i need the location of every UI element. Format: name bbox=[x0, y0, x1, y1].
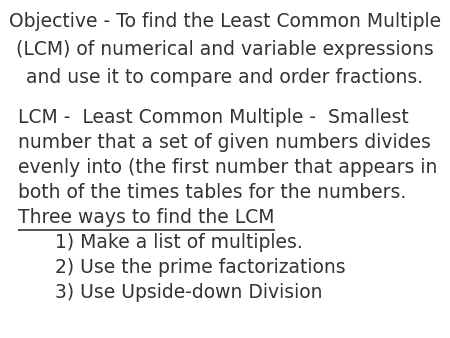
Text: 1) Make a list of multiples.: 1) Make a list of multiples. bbox=[55, 233, 303, 252]
Text: and use it to compare and order fractions.: and use it to compare and order fraction… bbox=[27, 68, 423, 87]
Text: number that a set of given numbers divides: number that a set of given numbers divid… bbox=[18, 133, 431, 152]
Text: 3) Use Upside-down Division: 3) Use Upside-down Division bbox=[55, 283, 323, 302]
Text: Three ways to find the LCM: Three ways to find the LCM bbox=[18, 208, 274, 227]
Text: Objective - To find the Least Common Multiple: Objective - To find the Least Common Mul… bbox=[9, 12, 441, 31]
Text: both of the times tables for the numbers.: both of the times tables for the numbers… bbox=[18, 183, 406, 202]
Text: (LCM) of numerical and variable expressions: (LCM) of numerical and variable expressi… bbox=[16, 40, 434, 59]
Text: evenly into (the first number that appears in: evenly into (the first number that appea… bbox=[18, 158, 437, 177]
Text: 2) Use the prime factorizations: 2) Use the prime factorizations bbox=[55, 258, 346, 277]
Text: LCM -  Least Common Multiple -  Smallest: LCM - Least Common Multiple - Smallest bbox=[18, 108, 409, 127]
